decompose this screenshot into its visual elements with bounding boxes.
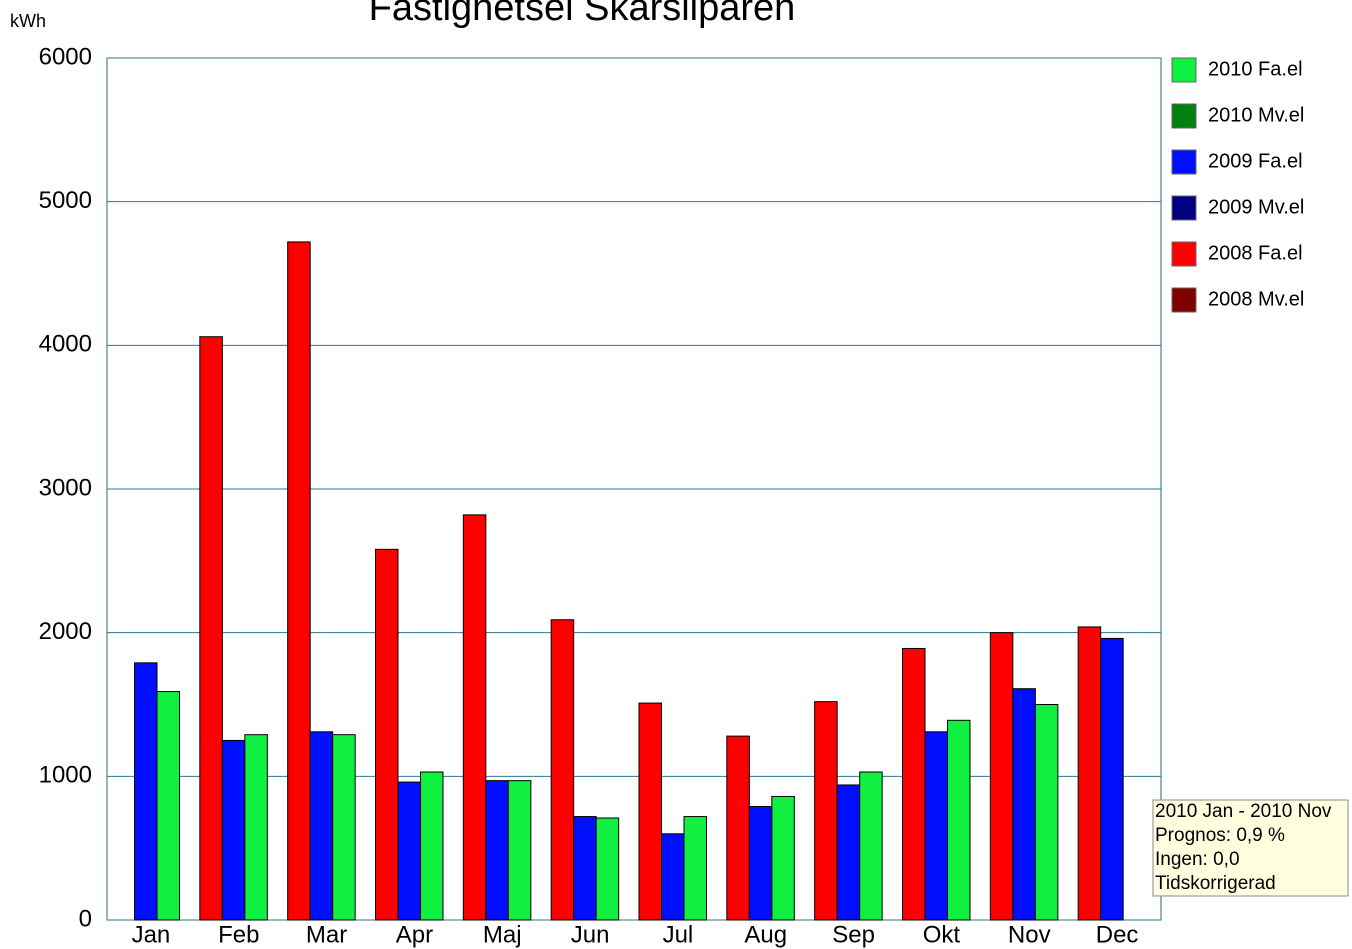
legend-label: 2008 Mv.el [1208,288,1304,310]
x-tick-label: Apr [396,921,433,948]
annotation-line: Prognos: 0,9 % [1155,825,1285,846]
legend-label: 2009 Mv.el [1208,196,1304,218]
bar [375,548,399,921]
annotation-box [1152,799,1349,897]
legend-label: 2010 Fa.el [1208,58,1303,80]
y-tick-label: 5000 [39,187,92,214]
bar [771,795,795,921]
y-tick-label: 3000 [39,474,92,501]
bar [309,731,334,921]
y-tick-label: 6000 [39,43,92,70]
bar [595,817,620,921]
bar [1012,688,1036,921]
bar [550,619,575,921]
x-tick-label: Nov [1008,921,1051,948]
x-tick-label: Sep [832,921,875,948]
bar [199,336,223,921]
x-tick-label: Jan [132,921,171,948]
legend-label: 2008 Fa.el [1208,242,1303,264]
bar [924,731,948,921]
bar [244,734,268,921]
y-tick-label: 0 [79,905,92,932]
legend-swatch [1171,195,1197,221]
legend-swatch [1171,241,1197,267]
bar [748,806,773,921]
bar [462,514,487,921]
x-tick-label: Mar [306,921,347,948]
bar [638,702,662,921]
x-tick-label: Okt [923,921,961,948]
bar [156,691,180,921]
bar [332,734,356,921]
bar [859,771,883,921]
bar [1100,637,1124,921]
bar [573,816,597,921]
x-tick-label: Dec [1096,921,1139,948]
legend-swatch [1171,149,1197,175]
bar [134,662,158,921]
y-tick-label: 1000 [39,762,92,789]
bar [989,632,1014,921]
chart-title: Fastighetsel Skärsliparen [369,0,796,29]
legend-swatch [1171,57,1197,83]
bar [947,719,971,921]
bar [814,701,838,921]
legend-label: 2010 Mv.el [1208,104,1304,126]
legend-swatch [1171,287,1197,313]
bar [221,739,246,921]
legend-label: 2009 Fa.el [1208,150,1303,172]
bar [1077,626,1102,921]
legend-swatch [1171,103,1197,129]
bar [726,735,750,921]
annotation-line: Tidskorrigerad [1155,873,1276,894]
bar [485,780,509,921]
bar [420,771,444,921]
bar [507,780,532,921]
bar [287,241,311,921]
bar [1034,704,1059,921]
bar [836,784,861,921]
x-tick-label: Aug [744,921,787,948]
annotation-line: Ingen: 0,0 [1155,849,1240,870]
x-tick-label: Feb [218,921,259,948]
bar [661,833,685,921]
y-tick-label: 4000 [39,331,92,358]
y-axis-unit: kWh [10,11,46,31]
bar [397,781,421,921]
x-tick-label: Jul [663,921,694,948]
bar [902,647,926,921]
bar [683,816,707,921]
x-tick-label: Maj [483,921,522,948]
x-tick-label: Jun [571,921,610,948]
y-tick-label: 2000 [39,618,92,645]
annotation-line: 2010 Jan - 2010 Nov [1155,801,1332,822]
